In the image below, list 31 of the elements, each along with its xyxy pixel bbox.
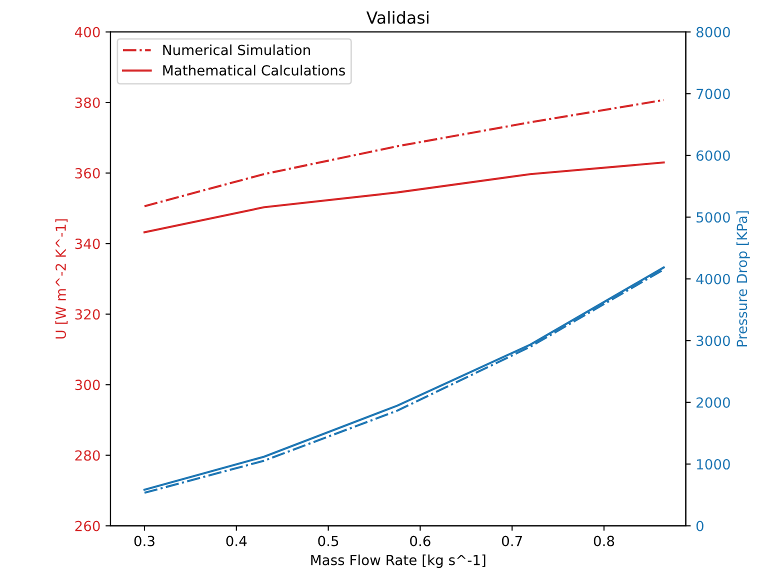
legend-label: Mathematical Calculations <box>163 64 345 76</box>
y-tick-label: 380 <box>75 97 100 108</box>
x-tick-label: 0.8 <box>594 536 614 546</box>
line-series <box>143 161 665 234</box>
chart-title: Validasi <box>366 10 428 24</box>
y-tick-label: 260 <box>75 520 100 532</box>
legend-label: Numerical Simulation <box>163 44 310 56</box>
y2-axis-title: Pressure Drop [KPa] <box>736 211 750 346</box>
line-series <box>143 98 665 208</box>
x-tick-label: 0.6 <box>410 536 430 546</box>
y2-tick-label: 7000 <box>696 88 730 100</box>
x-tick-label: 0.4 <box>226 536 247 546</box>
x-axis-title: Mass Flow Rate [kg s^-1] <box>311 554 486 568</box>
y-tick-label: 400 <box>74 26 100 38</box>
y2-tick-label: 8000 <box>696 26 730 38</box>
y2-tick-label: 5000 <box>696 212 730 223</box>
y-tick-label: 320 <box>75 309 100 320</box>
y2-tick-label: 3000 <box>696 336 730 346</box>
x-tick-label: 0.5 <box>318 536 338 546</box>
y2-tick-label: 1000 <box>697 459 730 470</box>
y-tick-label: 360 <box>75 168 100 179</box>
y-axis-title: U [W m^-2 K^-1] <box>55 219 68 338</box>
y-tick-label: 340 <box>75 238 100 250</box>
y2-tick-label: 0 <box>696 520 704 532</box>
y-tick-label: 280 <box>75 450 100 461</box>
y-tick-label: 300 <box>75 380 100 390</box>
y2-tick-label: 2000 <box>696 397 730 408</box>
y2-tick-label: 6000 <box>696 150 730 161</box>
y2-tick-label: 4000 <box>696 274 730 284</box>
x-tick-label: 0.7 <box>502 536 522 546</box>
x-tick-label: 0.3 <box>134 536 154 546</box>
